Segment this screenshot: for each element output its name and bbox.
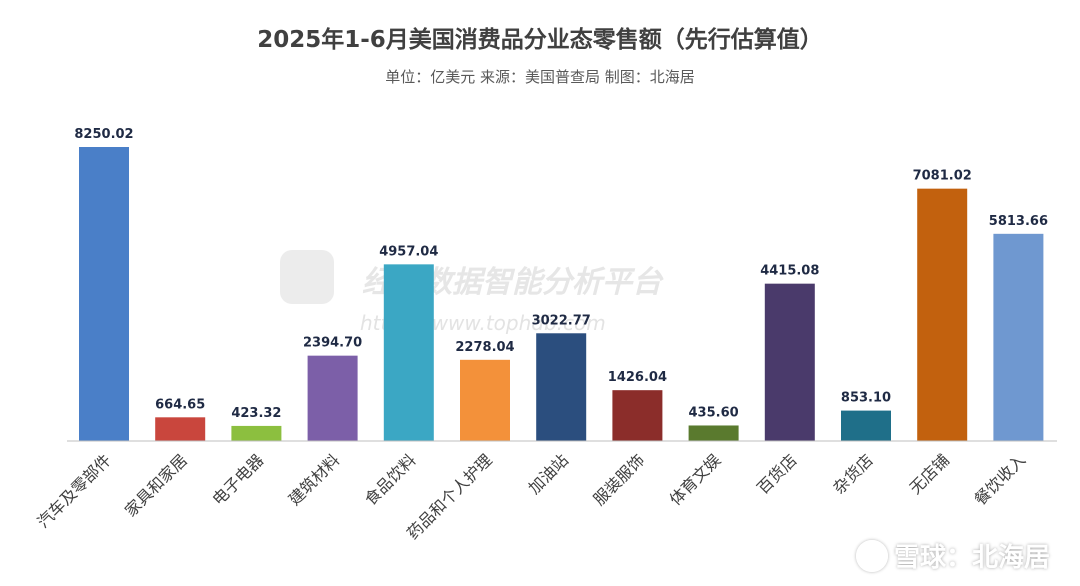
bar-3 bbox=[307, 355, 358, 441]
value-label-1: 664.65 bbox=[155, 397, 205, 412]
bar-9 bbox=[764, 283, 815, 441]
bars bbox=[79, 147, 1044, 441]
bar-1 bbox=[155, 417, 206, 441]
category-label-1: 家具和家居 bbox=[121, 450, 191, 520]
watermark-logo-icon bbox=[280, 250, 334, 304]
credit-text: 雪球：北海居 bbox=[893, 543, 1050, 573]
category-label-3: 建筑材料 bbox=[285, 450, 344, 509]
value-label-7: 1426.04 bbox=[608, 370, 667, 385]
category-label-0: 汽车及零部件 bbox=[34, 450, 115, 531]
chart-subtitle: 单位：亿美元 来源：美国普查局 制图：北海居 bbox=[385, 68, 695, 86]
bar-0 bbox=[79, 147, 129, 441]
category-label-4: 食品饮料 bbox=[361, 450, 420, 509]
value-label-11: 7081.02 bbox=[913, 169, 972, 184]
bar-8 bbox=[688, 425, 739, 441]
bar-5 bbox=[460, 359, 510, 441]
bar-7 bbox=[612, 390, 663, 441]
value-label-2: 423.32 bbox=[231, 406, 281, 421]
value-label-5: 2278.04 bbox=[455, 340, 514, 355]
category-label-2: 电子电器 bbox=[209, 450, 268, 509]
value-label-3: 2394.70 bbox=[303, 336, 362, 351]
chart-title: 2025年1-6月美国消费品分业态零售额（先行估算值） bbox=[257, 27, 823, 53]
bar-2 bbox=[231, 425, 282, 441]
value-label-12: 5813.66 bbox=[989, 214, 1048, 229]
value-labels: 8250.02 664.65 423.32 2394.70 4957.04 2278.04… bbox=[74, 127, 1048, 421]
value-label-0: 8250.02 bbox=[74, 127, 133, 142]
credit: 雪球：北海居 bbox=[855, 537, 1050, 574]
category-label-9: 百货店 bbox=[753, 450, 800, 497]
bar-4 bbox=[383, 264, 434, 441]
category-label-11: 无店铺 bbox=[906, 450, 953, 497]
value-label-10: 853.10 bbox=[841, 391, 891, 406]
category-label-7: 服装服饰 bbox=[590, 450, 649, 509]
bar-12 bbox=[993, 233, 1044, 441]
bar-6 bbox=[536, 333, 587, 441]
value-label-4: 4957.04 bbox=[379, 244, 438, 259]
value-label-9: 4415.08 bbox=[760, 264, 819, 279]
bar-11 bbox=[917, 188, 968, 441]
bar-10 bbox=[841, 410, 891, 441]
category-label-10: 杂货店 bbox=[829, 450, 876, 497]
value-label-6: 3022.77 bbox=[532, 313, 591, 328]
category-label-12: 餐饮收入 bbox=[971, 450, 1030, 509]
category-label-8: 体育文娱 bbox=[666, 450, 725, 509]
watermark: 经济数据智能分析平台 https://www.tophdb.com bbox=[280, 250, 664, 335]
category-label-6: 加油站 bbox=[525, 450, 572, 497]
snowball-logo-icon bbox=[855, 539, 888, 572]
value-label-8: 435.60 bbox=[689, 405, 739, 420]
